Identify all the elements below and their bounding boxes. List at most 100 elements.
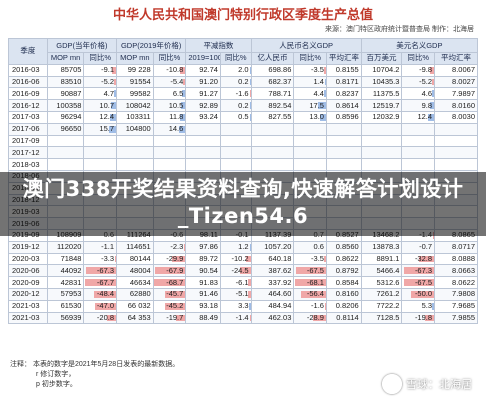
growth-bar — [295, 279, 326, 286]
growth-bar — [429, 102, 434, 109]
value-cell — [293, 134, 327, 148]
growth-value: 4.6 — [421, 88, 433, 98]
value-cell — [152, 158, 187, 171]
value-cell: 44092 — [46, 264, 85, 278]
quarter-cell: 2016-03 — [8, 63, 48, 77]
value-cell: 3.3 — [219, 299, 252, 313]
growth-value: -3.5 — [311, 253, 324, 263]
header-deflator: 平减指数 — [185, 38, 252, 53]
growth-bar — [164, 302, 185, 310]
growth-value: -45.2 — [166, 301, 184, 311]
growth-value: 3.3 — [238, 301, 249, 311]
value-cell: -48.4 — [83, 287, 118, 301]
value-cell: 92.89 — [185, 99, 221, 112]
quarter-cell: 2016-06 — [8, 75, 48, 89]
value-cell: -20.8 — [83, 311, 118, 325]
table-row: 2020-09 42831 -67.7 46634 -68.7 91.83 -6.1 337.… — [8, 276, 478, 289]
value-cell — [401, 134, 436, 148]
growth-value: -2.3 — [170, 242, 184, 252]
growth-bar — [425, 314, 434, 322]
value-cell: 7722.2 — [360, 299, 403, 313]
value-cell: 788.71 — [250, 87, 295, 101]
value-cell — [83, 134, 118, 148]
value-cell: 12519.7 — [360, 99, 403, 112]
value-cell: 0.8622 — [325, 252, 362, 266]
growth-value: -10.2 — [231, 253, 249, 263]
quarter-cell: 2017-06 — [8, 122, 48, 136]
value-cell: 7261.2 — [360, 287, 403, 301]
value-cell: 7.9855 — [434, 311, 478, 325]
growth-bar — [178, 125, 185, 133]
value-cell: 0.8114 — [325, 311, 362, 325]
growth-bar — [431, 302, 434, 310]
value-cell: 7.9808 — [434, 287, 478, 301]
value-cell: 2.0 — [219, 63, 252, 77]
growth-bar — [248, 279, 251, 286]
growth-bar — [312, 314, 326, 322]
table-row: 2020-03 71848 -3.3 80144 -29.9 89.72 -10.2 640.… — [8, 252, 478, 266]
value-cell — [293, 122, 327, 136]
value-cell — [185, 122, 221, 136]
growth-value: 10.7 — [99, 100, 115, 110]
value-cell: 46634 — [116, 276, 154, 289]
subheader-cell: 同比% — [83, 52, 118, 65]
value-cell: 89.72 — [185, 252, 221, 266]
value-cell: -67.3 — [401, 264, 436, 278]
value-cell: 57953 — [46, 287, 85, 301]
subheader-cell: MOP mn — [46, 52, 85, 65]
growth-value: -24.5 — [231, 265, 249, 275]
value-cell: -5.1 — [219, 287, 252, 301]
growth-bar — [85, 279, 116, 286]
growth-bar — [295, 267, 326, 275]
value-cell — [401, 122, 436, 136]
growth-bar — [108, 125, 116, 133]
header-gdp-current: GDP(当年价格) — [46, 38, 118, 53]
value-cell: 99 228 — [116, 63, 154, 77]
value-cell: 4.6 — [401, 87, 436, 101]
value-cell: -0.7 — [401, 240, 436, 254]
value-cell: 0.8560 — [325, 240, 362, 254]
footnote-line: p 初步数字。 — [36, 381, 77, 388]
value-cell: 99582 — [116, 87, 154, 101]
growth-value: -9.8 — [419, 65, 433, 75]
growth-value: -5.2 — [419, 76, 433, 86]
growth-value: -5.1 — [235, 289, 249, 299]
growth-value: 17.5 — [309, 100, 324, 110]
growth-value: -45.7 — [166, 289, 184, 299]
value-cell — [250, 122, 295, 136]
value-cell — [401, 158, 436, 171]
quarter-cell: 2020-12 — [8, 287, 48, 301]
source-note: 来源：澳门特区政府统计暨普查局 制作：北海居 — [325, 26, 474, 33]
header-rmb-gdp: 人民币名义GDP — [250, 38, 362, 53]
value-cell: -32.8 — [401, 252, 436, 266]
value-cell: 5466.4 — [360, 264, 403, 278]
value-cell: 0.8160 — [325, 287, 362, 301]
growth-value: -1.4 — [235, 312, 249, 322]
growth-value: -3.5 — [311, 65, 324, 75]
value-cell: 17.5 — [293, 99, 327, 112]
value-cell: 0.2 — [219, 99, 252, 112]
value-cell: -5.4 — [152, 75, 187, 89]
growth-bar — [111, 102, 116, 109]
header-gdp-2019: GDP(2019年价格) — [116, 38, 187, 53]
growth-bar — [431, 78, 434, 86]
table-row: 2016-03 85705 -9.1 99 228 -10.8 92.74 2.0 698.8… — [8, 63, 478, 77]
value-cell: 10704.2 — [360, 63, 403, 77]
growth-bar — [249, 302, 251, 310]
growth-value: -0.6 — [170, 230, 184, 240]
value-cell: -56.4 — [293, 287, 327, 301]
value-cell: -68.7 — [152, 276, 187, 289]
growth-bar — [94, 290, 116, 298]
value-cell: -10.8 — [152, 63, 187, 77]
quarter-cell: 2017-12 — [8, 146, 48, 160]
growth-value: -68.1 — [306, 277, 324, 287]
subheader-cell: 平均汇率 — [325, 52, 362, 65]
value-cell — [250, 134, 295, 148]
value-cell: 91.83 — [185, 276, 221, 289]
subheader-cell: 百万美元 — [360, 52, 403, 65]
value-cell: 90.54 — [185, 264, 221, 278]
value-cell: 103311 — [116, 110, 154, 124]
growth-value: -20.8 — [96, 312, 115, 322]
value-cell: 7.9685 — [434, 299, 478, 313]
value-cell: 5312.6 — [360, 276, 403, 289]
